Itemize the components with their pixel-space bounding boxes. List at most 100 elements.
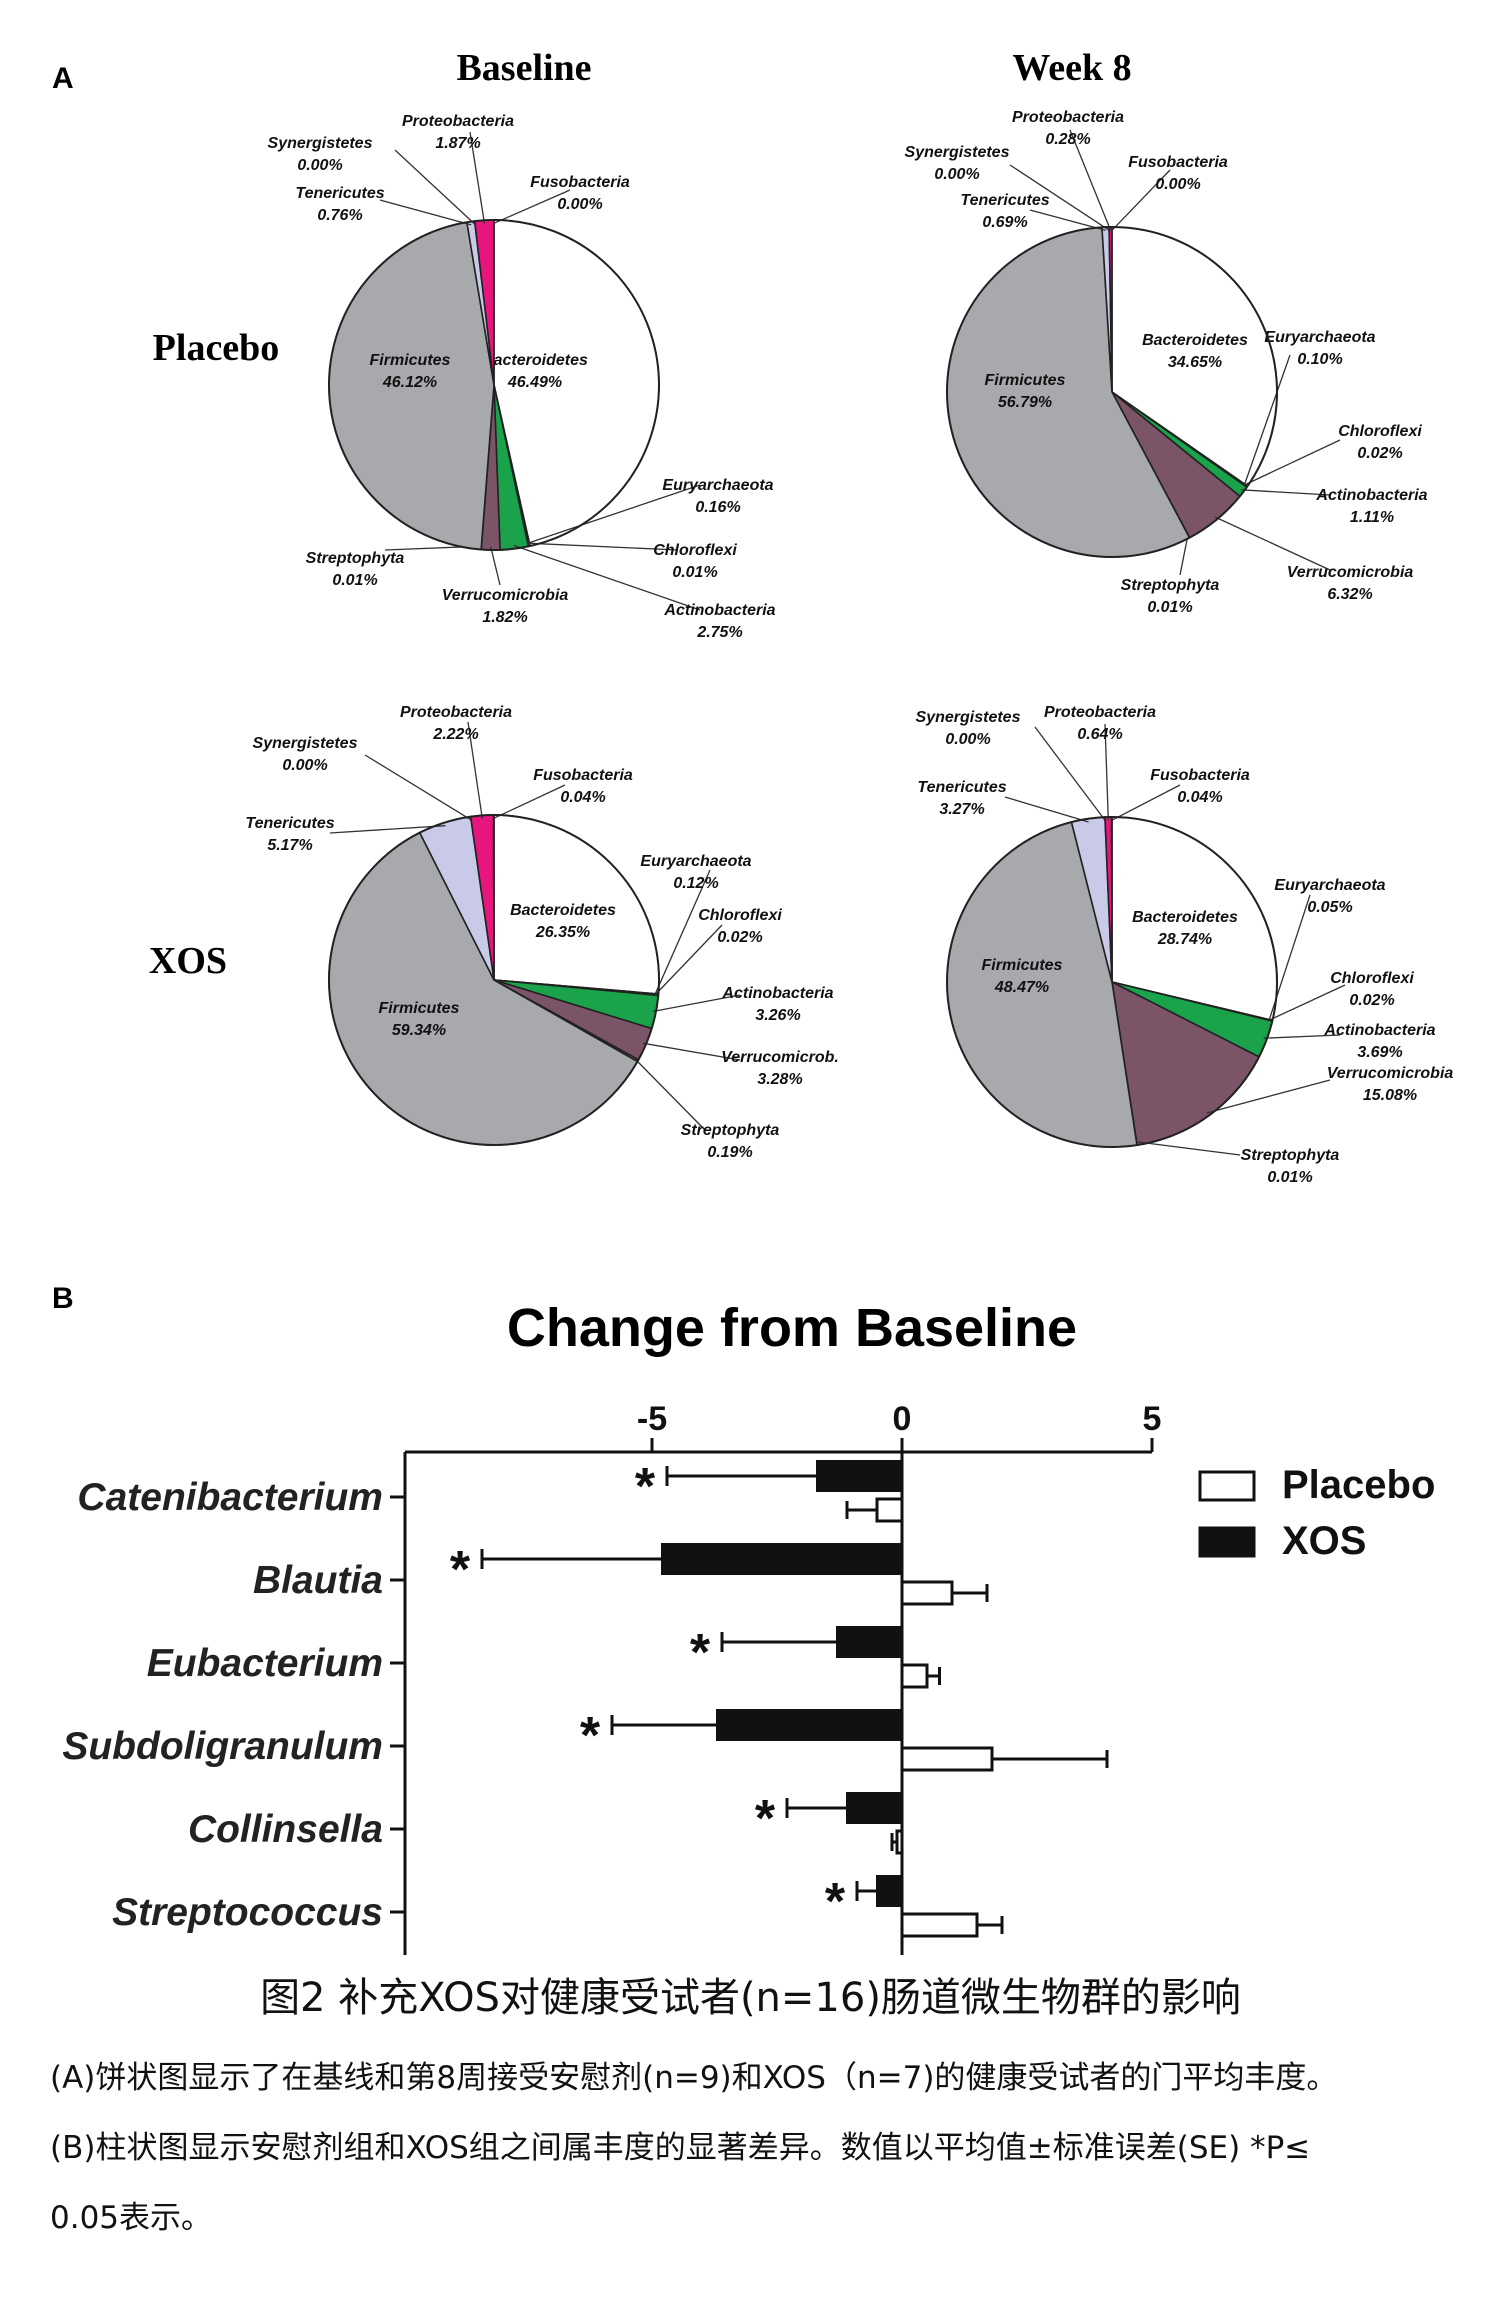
leader-line <box>1069 129 1112 231</box>
slice-label-streptophyta: Streptophyta <box>1241 1147 1340 1164</box>
slice-value-streptophyta: 0.01% <box>1147 599 1192 616</box>
slice-value-fusobacteria: 0.04% <box>560 789 605 806</box>
leader-line <box>634 1058 706 1131</box>
slice-label-actinobacteria: Actinobacteria <box>721 985 833 1002</box>
slice-label-euryarchaeota: Euryarchaeota <box>1274 877 1385 894</box>
slice-label-bacteroidetes: Bacteroidetes <box>1132 909 1238 926</box>
legend: Placebo XOS <box>1198 1463 1435 1563</box>
legend-label-xos: XOS <box>1282 1519 1366 1563</box>
column-title-week8: Week 8 <box>1012 47 1131 89</box>
significance-marker-subdoligranulum: * <box>580 1707 601 1765</box>
bar-placebo-eubacterium <box>900 1663 929 1689</box>
bar-placebo-subdoligranulum <box>900 1746 994 1772</box>
leader-line <box>527 542 679 551</box>
slice-value-chloroflexi: 0.01% <box>672 564 717 581</box>
significance-marker-catenibacterium: * <box>635 1458 656 1516</box>
bar-xos-eubacterium <box>836 1626 903 1658</box>
slice-value-euryarchaeota: 0.05% <box>1307 899 1352 916</box>
pie-outline <box>328 814 660 1146</box>
bar-placebo-streptococcus <box>900 1912 979 1938</box>
bar-chart-title: Change from Baseline <box>507 1298 1077 1358</box>
slice-value-chloroflexi: 0.02% <box>1357 445 1402 462</box>
slice-label-chloroflexi: Chloroflexi <box>653 542 737 559</box>
slice-value-fusobacteria: 0.00% <box>557 196 602 213</box>
slice-label-firmicutes: Firmicutes <box>370 352 451 369</box>
slice-label-chloroflexi: Chloroflexi <box>698 907 782 924</box>
category-label-catenibacterium: Catenibacterium <box>77 1476 383 1519</box>
leader-line <box>493 189 571 224</box>
category-label-eubacterium: Eubacterium <box>147 1642 383 1685</box>
slice-value-tenericutes: 0.69% <box>982 214 1027 231</box>
leader-line <box>1268 984 1346 1021</box>
leader-line <box>1136 1141 1241 1156</box>
slice-label-verrucomicrobia: Verrucomicrobia <box>1287 564 1414 581</box>
slice-label-firmicutes: Firmicutes <box>379 1000 460 1017</box>
slice-label-tenericutes: Tenericutes <box>917 779 1006 796</box>
slice-value-bacteroidetes: 34.65% <box>1168 354 1222 371</box>
slice-value-verrucomicrobia: 1.82% <box>482 609 527 626</box>
leader-line <box>652 994 741 1013</box>
slice-label-euryarchaeota: Euryarchaeota <box>640 853 751 870</box>
slice-label-synergistetes: Synergistetes <box>253 735 358 752</box>
slice-value-proteobacteria: 1.87% <box>435 135 480 152</box>
slice-label-firmicutes: Firmicutes <box>982 957 1063 974</box>
legend-label-placebo: Placebo <box>1282 1463 1435 1507</box>
slice-value-actinobacteria: 1.11% <box>1350 509 1394 526</box>
slice-value-firmicutes: 48.47% <box>994 979 1049 996</box>
leader-line <box>329 825 446 834</box>
slice-label-fusobacteria: Fusobacteria <box>1128 154 1228 171</box>
slice-label-synergistetes: Synergistetes <box>916 709 1021 726</box>
slice-value-chloroflexi: 0.02% <box>717 929 762 946</box>
slice-value-firmicutes: 59.34% <box>392 1022 446 1039</box>
slice-label-streptophyta: Streptophyta <box>681 1122 780 1139</box>
bar-xos-subdoligranulum <box>716 1709 903 1741</box>
slice-label-verrucomicrobia: Verrucomicrobia <box>1327 1065 1454 1082</box>
leader-line <box>1206 1079 1331 1114</box>
significance-marker-collinsella: * <box>755 1790 776 1848</box>
legend-swatch-placebo <box>1198 1470 1256 1502</box>
slice-value-actinobacteria: 3.26% <box>755 1007 800 1024</box>
caption-line-b: (B)柱状图显示安慰剂组和XOS组之间属丰度的显著差异。数值以平均值±标准误差(… <box>50 2130 1311 2166</box>
caption-line-c: 0.05表示。 <box>50 2200 213 2236</box>
legend-swatch-xos <box>1198 1526 1256 1558</box>
slice-value-euryarchaeota: 0.10% <box>1297 351 1342 368</box>
slice-value-firmicutes: 56.79% <box>998 394 1052 411</box>
row-title-xos: XOS <box>149 940 227 982</box>
leader-line <box>490 546 501 586</box>
caption-line-a: (A)饼状图显示了在基线和第8周接受安慰剂(n=9)和XOS（n=7)的健康受试… <box>50 2060 1338 2096</box>
bar-xos-catenibacterium <box>816 1460 903 1492</box>
leader-line <box>1179 534 1189 576</box>
column-title-baseline: Baseline <box>456 47 591 89</box>
slice-label-firmicutes: Firmicutes <box>985 372 1066 389</box>
slice-value-synergistetes: 0.00% <box>297 157 342 174</box>
slice-value-streptophyta: 0.01% <box>332 572 377 589</box>
slice-value-bacteroidetes: 28.74% <box>1157 931 1212 948</box>
leader-line <box>1263 1034 1341 1039</box>
bar-placebo-blautia <box>900 1580 954 1606</box>
pie-xos-baseline: Bacteroidetes 26.35% Euryarchaeota 0.12% Chl… <box>245 704 838 1161</box>
slice-value-verrucomicrob: 3.28% <box>757 1071 802 1088</box>
slice-value-synergistetes: 0.00% <box>282 757 327 774</box>
leader-line <box>1214 516 1331 571</box>
slice-value-proteobacteria: 0.64% <box>1077 726 1122 743</box>
leader-line <box>654 924 723 996</box>
slice-label-actinobacteria: Actinobacteria <box>1315 487 1427 504</box>
slice-value-synergistetes: 0.00% <box>945 731 990 748</box>
leader-line <box>394 149 476 225</box>
leader-line <box>364 754 472 821</box>
slice-value-actinobacteria: 3.69% <box>1357 1044 1402 1061</box>
slice-value-tenericutes: 5.17% <box>267 837 312 854</box>
slice-value-actinobacteria: 2.75% <box>696 624 742 641</box>
slice-label-euryarchaeota: Euryarchaeota <box>662 477 773 494</box>
leader-line <box>467 721 483 819</box>
slice-value-streptophyta: 0.01% <box>1267 1169 1312 1186</box>
category-label-blautia: Blautia <box>253 1559 383 1602</box>
significance-marker-eubacterium: * <box>690 1624 711 1682</box>
slice-value-euryarchaeota: 0.16% <box>695 499 740 516</box>
slice-label-synergistetes: Synergistetes <box>268 135 373 152</box>
slice-value-verrucomicrobia: 6.32% <box>1327 586 1372 603</box>
slice-label-bacteroidetes: Bacteroidetes <box>482 352 588 369</box>
slice-value-bacteroidetes: 26.35% <box>535 924 590 941</box>
slice-label-bacteroidetes: Bacteroidetes <box>510 902 616 919</box>
slice-label-proteobacteria: Proteobacteria <box>1044 704 1156 721</box>
